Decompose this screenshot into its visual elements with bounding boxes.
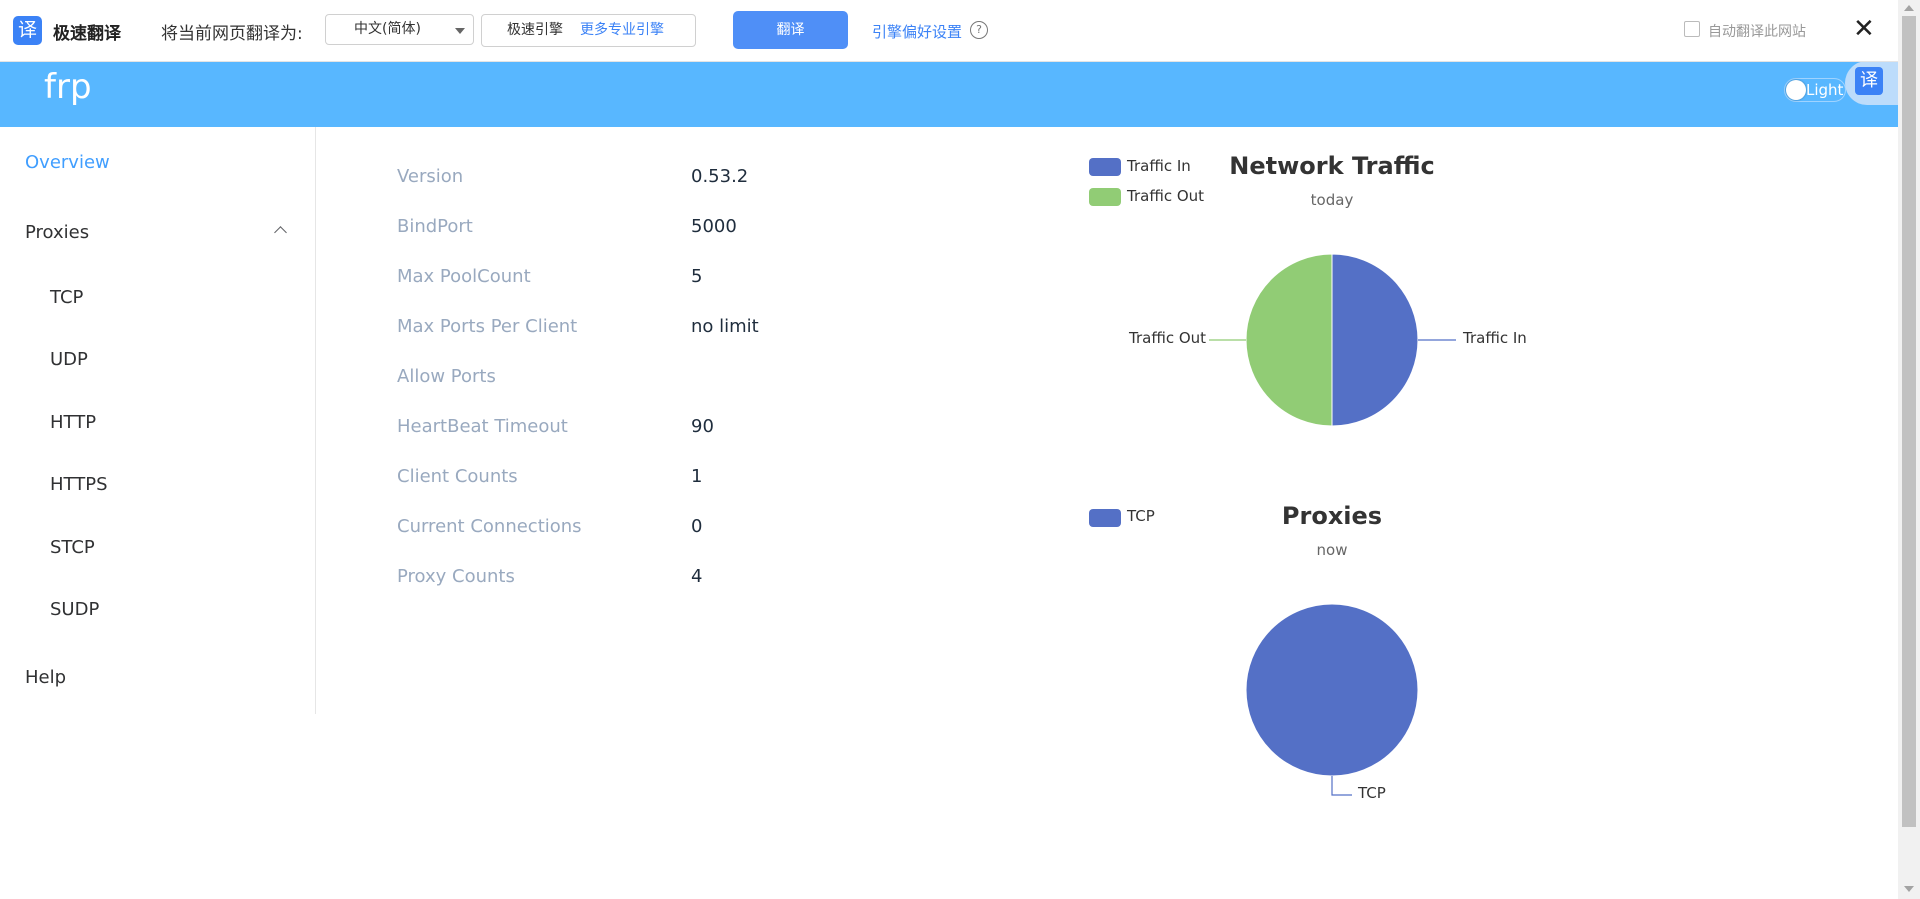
sidebar-item-proxies[interactable]: Proxies [25, 222, 90, 243]
close-icon[interactable]: ✕ [1853, 14, 1875, 44]
info-label-max-ports: Max Ports Per Client [397, 316, 578, 337]
info-label-heartbeat: HeartBeat Timeout [397, 416, 568, 437]
scrollbar-thumb[interactable] [1902, 16, 1916, 827]
translate-icon: 译 [1855, 67, 1883, 95]
info-label-bindport: BindPort [397, 216, 473, 237]
pie-label-traffic-out: Traffic Out [1129, 329, 1207, 347]
language-select[interactable]: 中文(简体) [325, 14, 474, 45]
legend-label-traffic-in[interactable]: Traffic In [1127, 157, 1191, 175]
page-scrollbar[interactable] [1898, 0, 1920, 899]
sidebar-item-help[interactable]: Help [25, 667, 67, 688]
pie-label-tcp: TCP [1358, 784, 1386, 802]
info-value-bindport: 5000 [691, 216, 737, 237]
info-value-client-counts: 1 [691, 466, 703, 487]
traffic-chart-title: Network Traffic [1229, 152, 1435, 180]
info-label-current-connections: Current Connections [397, 516, 582, 537]
scroll-up-icon[interactable] [1904, 5, 1914, 11]
scroll-down-icon[interactable] [1904, 886, 1914, 892]
engine-selector[interactable]: 极速引擎 更多专业引擎 [481, 14, 696, 47]
info-value-heartbeat: 90 [691, 416, 714, 437]
translate-button[interactable]: 翻译 [733, 11, 848, 49]
info-label-max-poolcount: Max PoolCount [397, 266, 531, 287]
translate-toolbar: 译 极速翻译 将当前网页翻译为: 中文(简体) 极速引擎 更多专业引擎 翻译 引… [0, 0, 1898, 62]
app-title: frp [44, 67, 92, 107]
proxies-chart-subtitle: now [1316, 541, 1348, 559]
legend-swatch-traffic-out[interactable] [1089, 188, 1121, 206]
pie-slice-traffic-in[interactable] [1331, 253, 1419, 427]
info-value-max-poolcount: 5 [691, 266, 703, 287]
sidebar-item-http[interactable]: HTTP [50, 412, 97, 433]
caret-down-icon [455, 28, 465, 34]
auto-translate-label[interactable]: 自动翻译此网站 [1708, 24, 1806, 40]
sidebar-item-overview[interactable]: Overview [25, 152, 110, 173]
engine-preferences-link[interactable]: 引擎偏好设置 [872, 23, 963, 41]
sidebar-item-stcp[interactable]: STCP [50, 537, 95, 558]
info-label-allow-ports: Allow Ports [397, 366, 496, 387]
theme-toggle-knob[interactable] [1786, 80, 1806, 100]
info-value-current-connections: 0 [691, 516, 703, 537]
sidebar-item-tcp[interactable]: TCP [50, 287, 84, 308]
sidebar-menu: Overview Proxies TCP UDP HTTP HTTPS STCP… [0, 127, 316, 714]
sidebar-item-sudp[interactable]: SUDP [50, 599, 100, 620]
auto-translate-checkbox[interactable] [1684, 21, 1700, 37]
engine-current[interactable]: 极速引擎 [507, 22, 563, 38]
help-icon[interactable]: ? [970, 21, 988, 39]
translate-logo-icon: 译 [13, 16, 42, 45]
pie-slice-tcp[interactable] [1245, 603, 1419, 777]
sidebar-item-https[interactable]: HTTPS [50, 474, 108, 495]
pie-slice-traffic-out[interactable] [1245, 253, 1333, 427]
legend-label-tcp[interactable]: TCP [1127, 507, 1155, 525]
legend-label-traffic-out[interactable]: Traffic Out [1127, 187, 1205, 205]
floating-translate-button[interactable]: 译 [1845, 61, 1898, 105]
legend-swatch-tcp[interactable] [1089, 509, 1121, 527]
engine-more-link[interactable]: 更多专业引擎 [580, 22, 664, 38]
label-line-tcp [1331, 776, 1352, 796]
language-selected: 中文(简体) [354, 21, 421, 37]
proxies-chart-title: Proxies [1281, 502, 1383, 530]
pie-label-traffic-in: Traffic In [1463, 329, 1527, 347]
traffic-chart-subtitle: today [1310, 191, 1354, 209]
legend-swatch-traffic-in[interactable] [1089, 158, 1121, 176]
app-header: frp Light 译 [0, 61, 1898, 127]
info-value-proxy-counts: 4 [691, 566, 703, 587]
info-value-version: 0.53.2 [691, 166, 749, 187]
info-label-client-counts: Client Counts [397, 466, 518, 487]
sidebar-item-udp[interactable]: UDP [50, 349, 88, 370]
info-label-proxy-counts: Proxy Counts [397, 566, 515, 587]
theme-toggle-label: Light [1806, 81, 1844, 99]
info-value-max-ports: no limit [691, 316, 759, 337]
translate-brand: 极速翻译 [53, 24, 121, 44]
translate-prompt: 将当前网页翻译为: [161, 24, 303, 44]
info-label-version: Version [397, 166, 464, 187]
